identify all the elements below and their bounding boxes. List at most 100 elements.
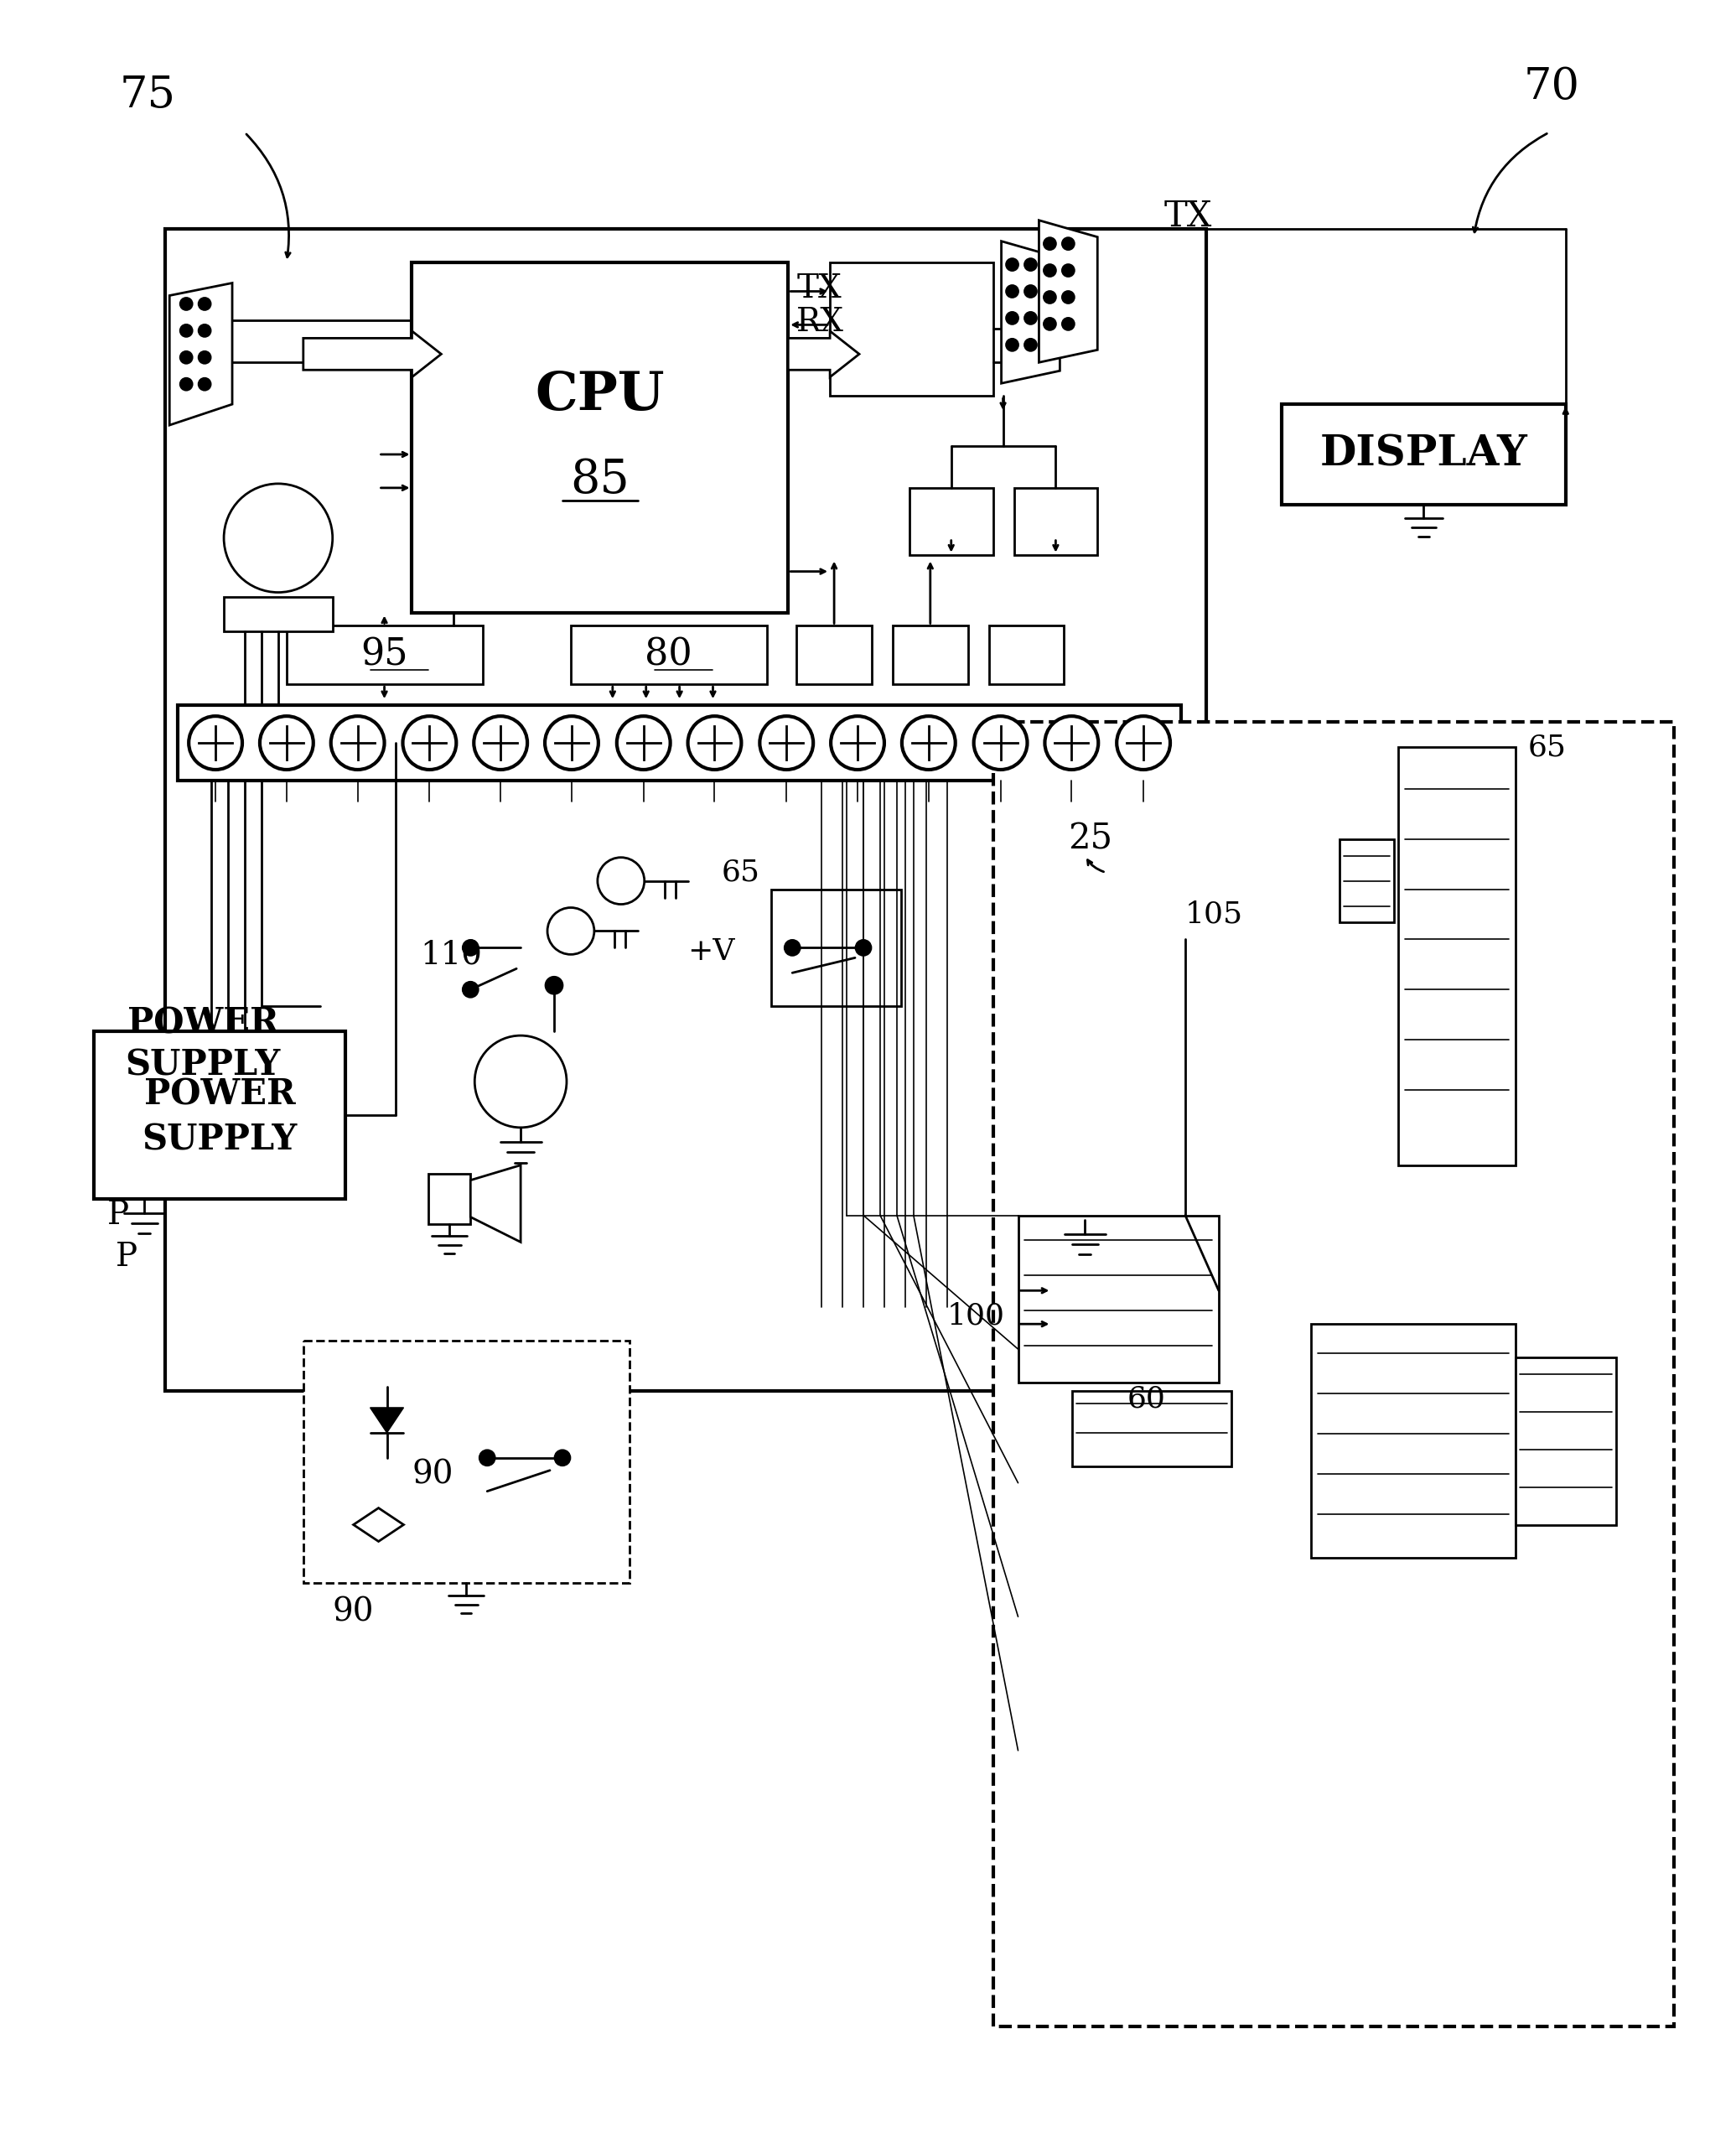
Circle shape	[1043, 264, 1055, 276]
Bar	[94, 1031, 345, 1198]
Circle shape	[616, 716, 670, 769]
Text: 85: 85	[571, 456, 630, 504]
Circle shape	[903, 716, 955, 769]
Circle shape	[1007, 259, 1017, 270]
Circle shape	[1024, 285, 1036, 298]
Bar	[1516, 1357, 1616, 1524]
Circle shape	[1043, 238, 1055, 249]
Text: 25: 25	[1068, 821, 1113, 857]
Circle shape	[474, 1035, 566, 1127]
Bar	[1340, 840, 1394, 924]
Bar	[993, 722, 1674, 2027]
Circle shape	[597, 857, 644, 904]
Circle shape	[974, 716, 1028, 769]
Circle shape	[1062, 317, 1075, 330]
Circle shape	[200, 326, 210, 336]
Circle shape	[332, 716, 384, 769]
Circle shape	[1062, 264, 1075, 276]
Text: +V: +V	[687, 939, 736, 966]
Bar	[177, 705, 1180, 780]
Bar	[1399, 748, 1516, 1166]
Circle shape	[856, 941, 871, 956]
Polygon shape	[1038, 221, 1097, 362]
Circle shape	[1043, 291, 1055, 302]
Text: 70: 70	[1524, 64, 1580, 107]
Polygon shape	[354, 1509, 403, 1541]
Text: RX: RX	[797, 306, 844, 339]
Circle shape	[545, 716, 599, 769]
Text: 80: 80	[644, 636, 693, 673]
Bar	[797, 626, 871, 684]
Circle shape	[181, 298, 193, 311]
Bar	[1014, 489, 1097, 555]
Text: 90: 90	[333, 1597, 373, 1629]
Bar	[411, 261, 788, 613]
Text: TX: TX	[797, 274, 842, 304]
Text: 65: 65	[720, 857, 760, 887]
Text: 100: 100	[948, 1301, 1005, 1331]
Circle shape	[1043, 317, 1055, 330]
Bar	[165, 229, 1207, 1391]
Bar	[830, 261, 993, 396]
Text: P: P	[115, 1241, 137, 1273]
Circle shape	[1024, 313, 1036, 324]
Circle shape	[200, 351, 210, 364]
Bar	[1281, 405, 1566, 504]
Circle shape	[1062, 238, 1075, 249]
Text: 65: 65	[1528, 733, 1566, 761]
Circle shape	[181, 379, 193, 390]
Bar	[1017, 1215, 1219, 1382]
Circle shape	[545, 977, 562, 994]
Circle shape	[832, 716, 884, 769]
Text: SUPPLY: SUPPLY	[125, 1048, 281, 1082]
Polygon shape	[370, 1408, 403, 1434]
Circle shape	[464, 981, 477, 996]
Text: POWER: POWER	[144, 1078, 295, 1112]
Circle shape	[687, 716, 741, 769]
Circle shape	[189, 716, 243, 769]
Circle shape	[1045, 716, 1099, 769]
Bar	[892, 626, 969, 684]
Circle shape	[403, 716, 457, 769]
FancyArrow shape	[304, 330, 441, 377]
Circle shape	[464, 941, 477, 956]
Bar	[910, 489, 993, 555]
Circle shape	[1007, 313, 1017, 324]
Circle shape	[181, 351, 193, 364]
Bar	[771, 889, 901, 1007]
Text: 95: 95	[361, 636, 408, 673]
Bar	[990, 626, 1064, 684]
Circle shape	[556, 1451, 569, 1466]
Text: 75: 75	[120, 73, 175, 116]
Circle shape	[224, 484, 333, 591]
Text: TX: TX	[1165, 199, 1212, 234]
Text: CPU: CPU	[535, 371, 665, 422]
Circle shape	[474, 716, 528, 769]
Circle shape	[1062, 291, 1075, 302]
Circle shape	[547, 909, 594, 954]
Circle shape	[260, 716, 312, 769]
Text: POWER: POWER	[127, 1005, 279, 1041]
Text: 110: 110	[420, 941, 483, 971]
Circle shape	[760, 716, 812, 769]
Bar	[1311, 1324, 1516, 1558]
Circle shape	[181, 326, 193, 336]
Circle shape	[1116, 716, 1170, 769]
Circle shape	[1007, 285, 1017, 298]
Text: 105: 105	[1186, 900, 1243, 928]
Bar	[286, 626, 483, 684]
Bar	[304, 1342, 630, 1584]
Circle shape	[1007, 339, 1017, 351]
Text: DISPLAY: DISPLAY	[1319, 433, 1528, 476]
Polygon shape	[170, 283, 233, 424]
Text: P: P	[108, 1200, 128, 1230]
Bar	[429, 1174, 470, 1224]
FancyArrow shape	[788, 330, 859, 377]
Circle shape	[200, 298, 210, 311]
Circle shape	[1024, 259, 1036, 270]
Text: 90: 90	[411, 1459, 453, 1489]
Polygon shape	[1002, 242, 1061, 384]
Text: 60: 60	[1127, 1384, 1165, 1414]
Circle shape	[785, 941, 800, 956]
Polygon shape	[470, 1166, 521, 1243]
